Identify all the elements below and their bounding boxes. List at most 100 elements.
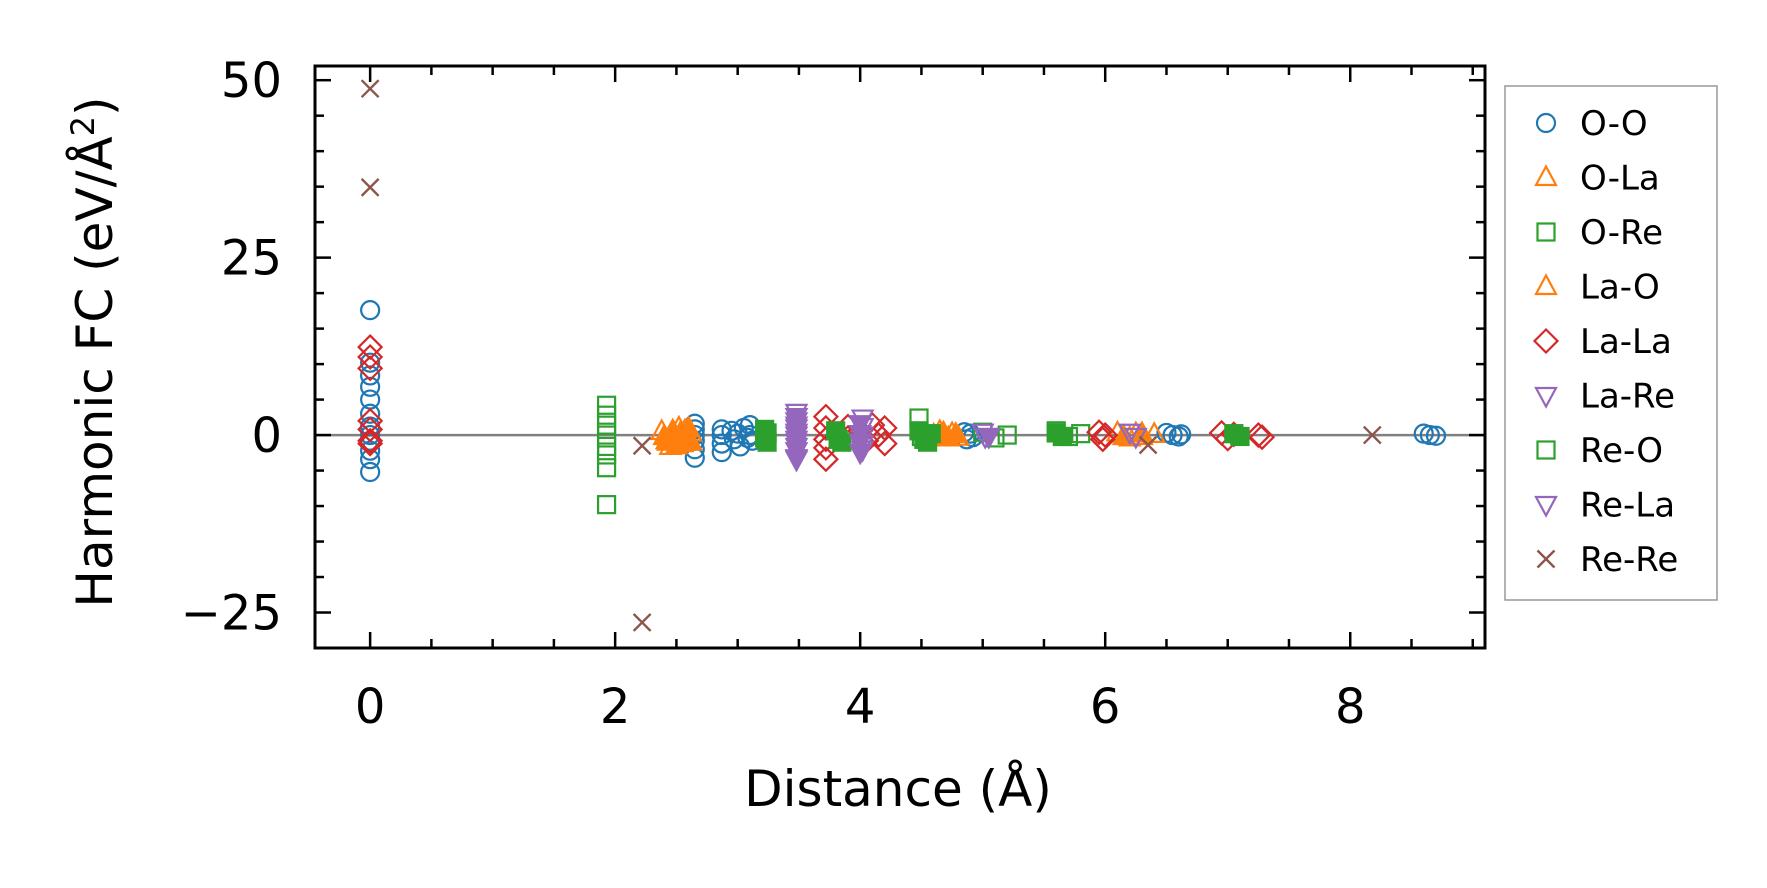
y-tick-label: 0 bbox=[251, 408, 282, 464]
data-point bbox=[357, 355, 384, 382]
data-point bbox=[596, 445, 617, 465]
legend-label: Re-Re bbox=[1580, 540, 1678, 580]
data-points-layer bbox=[357, 79, 1447, 632]
x-tick-label: 2 bbox=[600, 679, 631, 735]
data-point bbox=[1142, 421, 1167, 443]
data-point bbox=[757, 423, 777, 443]
series-re-re bbox=[360, 79, 1382, 632]
legend-marker bbox=[1534, 273, 1558, 296]
data-point bbox=[943, 421, 968, 443]
legend-item-o-re: O-Re bbox=[1536, 213, 1663, 253]
data-point bbox=[871, 430, 898, 457]
y-axis-label-superscript: 2 bbox=[64, 116, 102, 136]
data-point bbox=[360, 403, 381, 424]
data-point bbox=[357, 334, 384, 361]
x-axis-label: Distance (Å) bbox=[744, 760, 1052, 818]
data-point bbox=[360, 300, 381, 321]
data-point bbox=[1086, 419, 1113, 446]
data-point bbox=[1248, 424, 1276, 451]
x-tick-label: 6 bbox=[1090, 679, 1121, 735]
x-tick-labels: 0 2 4 6 8 bbox=[355, 679, 1366, 735]
legend-item-o-o: O-O bbox=[1535, 104, 1648, 144]
data-point bbox=[357, 416, 384, 443]
y-tick-labels: −25 0 25 50 bbox=[181, 53, 282, 641]
data-point bbox=[596, 458, 617, 478]
data-point bbox=[848, 443, 873, 466]
series-re-la bbox=[784, 408, 1001, 472]
legend-label: La-La bbox=[1580, 322, 1672, 362]
y-axis-label-text: Harmonic FC (eV/Å bbox=[66, 136, 124, 607]
data-point bbox=[357, 427, 384, 454]
legend-label: La-O bbox=[1580, 268, 1660, 308]
data-point bbox=[1171, 424, 1192, 445]
data-point bbox=[784, 437, 809, 460]
legend-marker bbox=[1536, 440, 1556, 460]
data-point bbox=[596, 415, 617, 435]
data-point bbox=[357, 430, 384, 457]
data-point bbox=[596, 405, 617, 425]
data-point bbox=[812, 446, 839, 473]
legend-label: O-La bbox=[1580, 159, 1660, 199]
data-point bbox=[360, 376, 381, 397]
x-tick-label: 0 bbox=[355, 679, 386, 735]
legend-items: O-O O-La O-Re La-O La-La La-Re Re-O Re-La Re-Re bbox=[1532, 104, 1678, 580]
data-point bbox=[360, 352, 381, 373]
data-point bbox=[360, 178, 380, 197]
series-re-o bbox=[755, 419, 1250, 452]
data-point bbox=[596, 395, 617, 415]
data-point bbox=[976, 427, 1001, 450]
data-point bbox=[1425, 425, 1447, 446]
x-tick-label: 8 bbox=[1335, 679, 1366, 735]
data-point bbox=[596, 425, 617, 445]
legend-marker bbox=[1534, 495, 1558, 518]
data-point bbox=[871, 414, 898, 442]
legend-label: O-Re bbox=[1580, 213, 1663, 253]
data-point bbox=[1138, 435, 1158, 455]
data-point bbox=[1117, 423, 1142, 446]
plot-frame bbox=[313, 64, 1487, 650]
data-point bbox=[360, 461, 381, 483]
axis-ticks bbox=[315, 66, 1485, 648]
data-point bbox=[360, 365, 381, 386]
legend-item-la-la: La-La bbox=[1532, 322, 1672, 362]
y-tick-label: −25 bbox=[181, 586, 282, 642]
y-axis-label-close: ) bbox=[66, 96, 124, 116]
data-point bbox=[1419, 424, 1440, 446]
legend-marker bbox=[1532, 327, 1560, 355]
legend: O-O O-La O-Re La-O La-La La-Re Re-O Re-La Re-Re bbox=[1504, 85, 1718, 601]
data-point bbox=[784, 449, 809, 472]
legend-label: La-Re bbox=[1580, 377, 1675, 417]
data-point bbox=[997, 425, 1017, 445]
legend-marker bbox=[1534, 386, 1558, 409]
legend-item-la-o: La-O bbox=[1534, 268, 1660, 308]
legend-label: Re-La bbox=[1580, 486, 1675, 526]
legend-item-o-la: O-La bbox=[1534, 159, 1660, 199]
data-point bbox=[632, 613, 652, 632]
legend-marker bbox=[1536, 549, 1556, 569]
data-point bbox=[1362, 425, 1382, 445]
data-point bbox=[1092, 422, 1119, 449]
data-point bbox=[596, 495, 617, 515]
legend-item-re-o: Re-O bbox=[1536, 431, 1663, 471]
data-point bbox=[360, 424, 381, 446]
legend-item-la-re: La-Re bbox=[1534, 377, 1675, 417]
legend-item-re-la: Re-La bbox=[1534, 486, 1675, 526]
x-tick-label: 4 bbox=[845, 679, 876, 735]
data-point bbox=[679, 428, 703, 451]
legend-item-re-re: Re-Re bbox=[1536, 540, 1678, 580]
data-point bbox=[360, 449, 381, 470]
data-point bbox=[632, 436, 652, 456]
legend-box bbox=[1504, 85, 1718, 601]
data-point bbox=[360, 79, 380, 99]
y-tick-label: 25 bbox=[221, 231, 282, 287]
y-tick-label: 50 bbox=[221, 53, 282, 109]
data-point bbox=[1052, 426, 1072, 447]
data-point bbox=[921, 424, 941, 444]
data-point bbox=[357, 343, 384, 371]
data-point bbox=[1168, 426, 1189, 447]
y-axis-label: Harmonic FC (eV/Å2) bbox=[64, 96, 124, 607]
legend-marker bbox=[1536, 222, 1556, 242]
data-point bbox=[832, 432, 852, 452]
